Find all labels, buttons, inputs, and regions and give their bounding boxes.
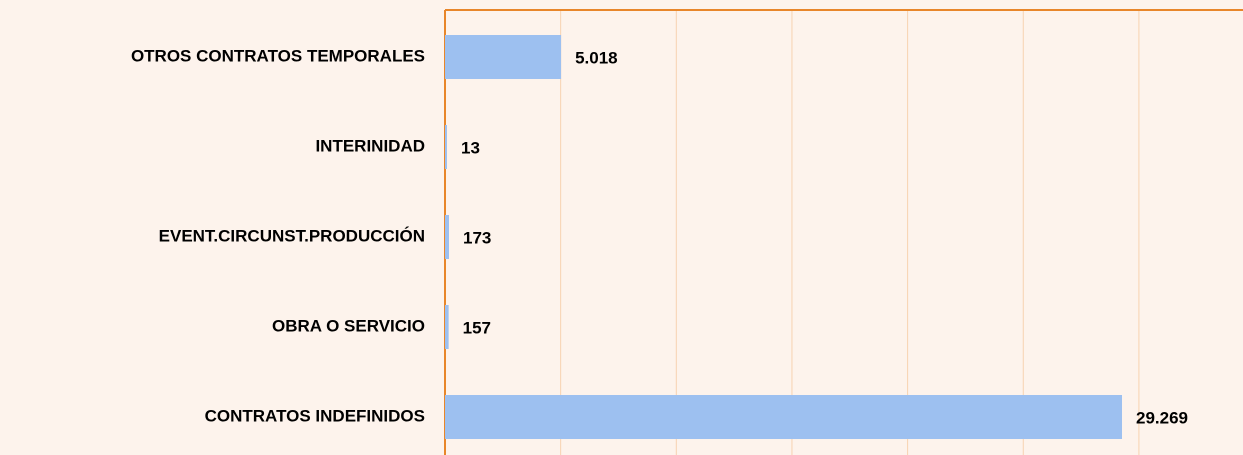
category-label: CONTRATOS INDEFINIDOS xyxy=(205,406,425,425)
value-label: 5.018 xyxy=(575,48,618,67)
bar xyxy=(445,125,447,169)
category-label: EVENT.CIRCUNST.PRODUCCIÓN xyxy=(159,226,425,245)
value-label: 29.269 xyxy=(1136,408,1188,427)
value-label: 157 xyxy=(463,318,491,337)
bar xyxy=(445,35,562,79)
bar xyxy=(445,215,450,259)
bar xyxy=(445,305,449,349)
value-label: 173 xyxy=(463,228,491,247)
bar xyxy=(445,395,1123,439)
category-label: OTROS CONTRATOS TEMPORALES xyxy=(131,46,425,65)
value-label: 13 xyxy=(461,138,480,157)
category-label: OBRA O SERVICIO xyxy=(272,316,425,335)
category-label: INTERINIDAD xyxy=(315,136,425,155)
